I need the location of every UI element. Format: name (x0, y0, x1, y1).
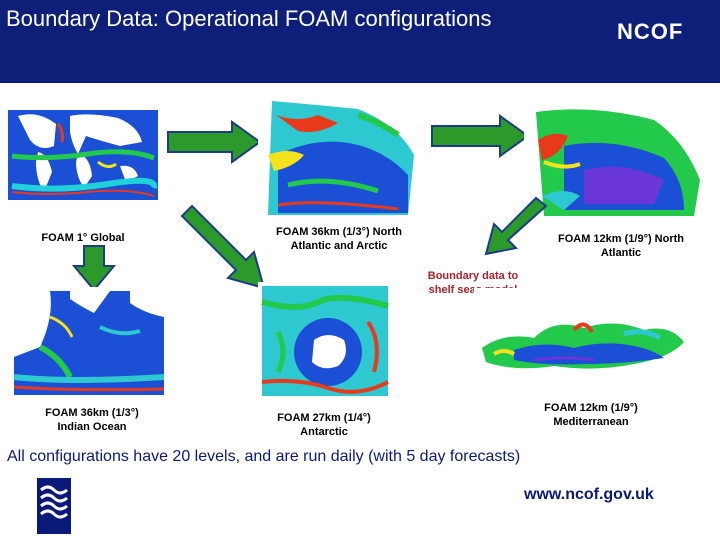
label-mediterranean: FOAM 12km (1/9°) Mediterranean (544, 402, 638, 428)
map-antarctic (258, 282, 392, 400)
arrow-down (72, 244, 116, 292)
label-north-atlantic-arctic: FOAM 36km (1/3°) North Atlantic and Arct… (275, 226, 403, 252)
arrow-right-1 (166, 120, 262, 164)
label-global: FOAM 1° Global (41, 232, 125, 244)
page-title: Boundary Data: Operational FOAM configur… (6, 6, 492, 31)
map-indian-ocean (10, 287, 168, 405)
map-north-atlantic-12km (524, 100, 710, 222)
map-north-atlantic-arctic (258, 95, 420, 220)
label-indian-ocean: FOAM 36km (1/3°) Indian Ocean (45, 407, 139, 433)
summary-text: All configurations have 20 levels, and a… (7, 448, 521, 465)
label-antarctic: FOAM 27km (1/4°) Antarctic (277, 412, 371, 438)
arrow-right-2 (430, 114, 530, 158)
title-bar: Boundary Data: Operational FOAM configur… (0, 0, 720, 83)
arrow-diagonal-down-left (480, 196, 552, 258)
ncof-logo: NCOF (617, 19, 684, 44)
met-office-logo (37, 478, 71, 534)
arrow-diagonal-down-right (176, 200, 272, 296)
website-link[interactable]: www.ncof.gov.uk (524, 486, 654, 503)
label-north-atlantic-12km: FOAM 12km (1/9°) North Atlantic (557, 233, 685, 259)
map-mediterranean (474, 288, 694, 388)
map-global (8, 96, 158, 214)
